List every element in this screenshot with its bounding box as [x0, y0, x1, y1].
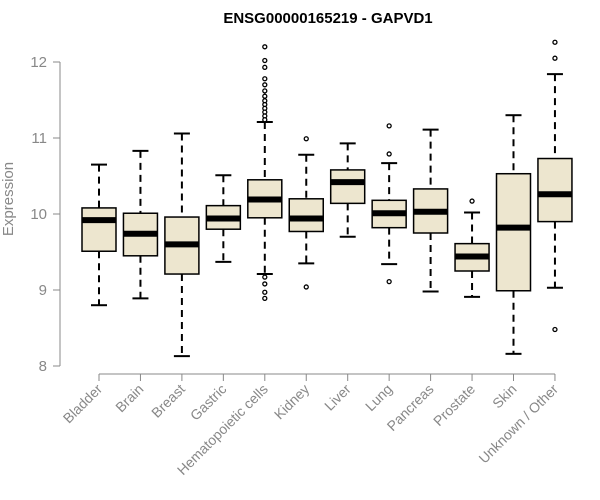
outlier-point	[386, 151, 392, 157]
y-axis: 8 9 10 11 12	[30, 54, 61, 375]
x-tick-label: Kidney	[271, 381, 313, 423]
outlier-point	[262, 117, 268, 123]
outlier-point	[303, 284, 309, 290]
y-tick-label: 9	[39, 282, 47, 299]
y-axis-label: Expression	[0, 162, 17, 236]
x-tick-label: Prostate	[430, 381, 478, 429]
box-lung	[371, 123, 407, 285]
outlier-point	[303, 136, 309, 142]
outlier-point	[552, 326, 558, 333]
x-tick-label: Bladder	[60, 381, 106, 427]
box-skin	[495, 114, 532, 355]
y-tick-label: 11	[31, 130, 47, 147]
box-prostate	[454, 198, 490, 298]
box-breast	[164, 132, 200, 358]
outlier-point	[262, 76, 268, 82]
box-gastric	[205, 174, 242, 263]
outlier-point	[262, 93, 268, 99]
outlier-point	[552, 55, 558, 61]
y-tick-label: 8	[39, 358, 47, 375]
outlier-point	[262, 82, 268, 88]
box-bladder	[81, 163, 117, 307]
iqr-box	[81, 207, 117, 252]
x-tick-label: Lung	[362, 381, 395, 414]
outlier-point	[262, 64, 268, 70]
outlier-point	[262, 88, 268, 94]
iqr-box	[537, 157, 573, 223]
outlier-point	[262, 289, 268, 295]
outlier-point	[262, 295, 268, 302]
outlier-point	[552, 39, 558, 45]
iqr-box	[495, 172, 532, 292]
outlier-point	[386, 278, 392, 285]
y-tick-label: 12	[30, 54, 47, 71]
box-kidney	[288, 136, 324, 290]
y-tick-label: 10	[30, 206, 47, 223]
x-tick-label: Unknown / Other	[475, 381, 561, 467]
box-unknown-other	[537, 39, 573, 333]
box-hematopoietic-cells	[247, 44, 283, 302]
outlier-point	[262, 274, 268, 280]
boxes-group	[81, 39, 573, 358]
x-tick-label: Liver	[321, 381, 354, 414]
outlier-point	[386, 123, 392, 129]
chart-title: ENSG00000165219 - GAPVD1	[223, 10, 432, 27]
outlier-point	[262, 57, 268, 64]
outlier-point	[469, 198, 475, 204]
outlier-point	[262, 281, 268, 287]
iqr-box	[329, 169, 366, 205]
box-brain	[122, 149, 159, 300]
outlier-point	[262, 44, 268, 50]
iqr-box	[288, 198, 324, 233]
box-liver	[329, 142, 366, 238]
x-tick-label: Skin	[489, 381, 520, 412]
box-pancreas	[412, 128, 449, 293]
x-tick-label: Brain	[112, 381, 146, 415]
x-tick-label: Breast	[148, 381, 188, 421]
